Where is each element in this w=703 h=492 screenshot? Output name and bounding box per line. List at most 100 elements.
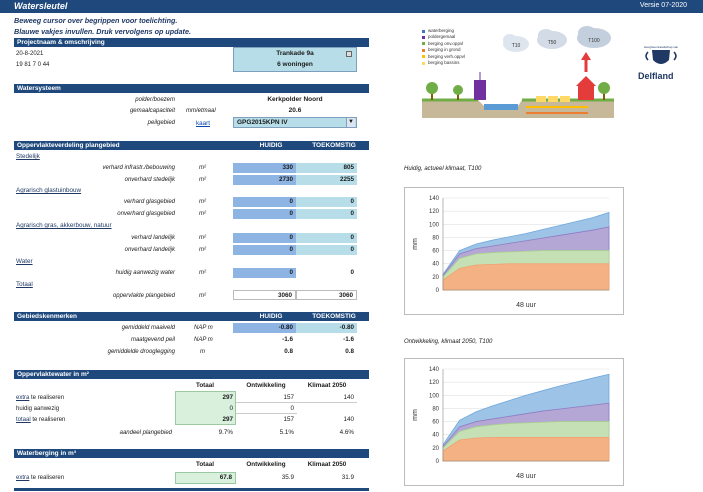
legend-swatch bbox=[422, 42, 425, 46]
input-huidig-onverhard-glas[interactable]: 0 bbox=[233, 209, 296, 219]
input-toekomstig-verhard-landelijk[interactable]: 0 bbox=[296, 233, 357, 243]
section-watersysteem: Watersysteem bbox=[14, 84, 369, 93]
legend-item: berging bassins bbox=[422, 60, 502, 66]
input-huidig-onverhard-landelijk[interactable]: 0 bbox=[233, 245, 296, 255]
legend-item: berging onv.oppvl bbox=[422, 41, 502, 47]
input-huidig-onverhard-stedelijk[interactable]: 2730 bbox=[233, 175, 296, 185]
label-text: te realiseren bbox=[29, 395, 65, 401]
input-huidig-verhard-infra[interactable]: 330 bbox=[233, 163, 296, 173]
y-tick-label: 80 bbox=[432, 406, 439, 412]
input-huidig-verhard-glas[interactable]: 0 bbox=[233, 197, 296, 207]
input-huidig-water[interactable]: 0 bbox=[233, 268, 296, 278]
legend-item: berging in grond bbox=[422, 47, 502, 53]
y-tick-label: 40 bbox=[432, 262, 439, 268]
unit: m² bbox=[199, 235, 206, 241]
project-name-box[interactable]: Trankade 9a 6 woningen bbox=[233, 47, 357, 72]
legend-item: poldergemaal bbox=[422, 34, 502, 40]
bassin-icon bbox=[536, 96, 570, 102]
delfland-logo: Hoogheemraadschap van bbox=[644, 45, 679, 64]
y-tick-label: 20 bbox=[432, 446, 439, 452]
section-title: Gebiedskenmerken bbox=[17, 313, 77, 320]
chevron-down-icon[interactable]: ▼ bbox=[346, 118, 355, 127]
unit: m² bbox=[199, 199, 206, 205]
ow-extra-ontwikkeling: 157 bbox=[236, 393, 297, 403]
legend-label: berging bassins bbox=[428, 60, 460, 66]
label-aandeel: aandeel plangebied bbox=[119, 430, 172, 436]
input-toekomstig-verhard-glas[interactable]: 0 bbox=[296, 197, 357, 207]
unit: m² bbox=[199, 293, 206, 299]
section-title: Projectnaam & omschrijving bbox=[17, 39, 105, 46]
input-toekomstig-onverhard-landelijk[interactable]: 0 bbox=[296, 245, 357, 255]
cat-water: Water bbox=[16, 258, 33, 265]
cloud-label-t100: T100 bbox=[588, 38, 600, 44]
y-tick-label: 120 bbox=[429, 209, 440, 215]
kaart-link[interactable]: kaart bbox=[196, 120, 210, 127]
col-klimaat: Klimaat 2050 bbox=[307, 382, 347, 389]
legend-label: poldergemaal bbox=[428, 34, 456, 40]
tree-icon bbox=[598, 82, 610, 100]
section-gebiedskenmerken: Gebiedskenmerken HUIDIG TOEKOMSTIG bbox=[14, 312, 369, 321]
section-title: Waterberging in m³ bbox=[17, 450, 76, 457]
peil-value: GPG2015KPN IV bbox=[237, 119, 288, 126]
unit: m² bbox=[199, 247, 206, 253]
input-toekomstig-verhard-infra[interactable]: 805 bbox=[296, 163, 357, 173]
water-system-illustration: T10 T50 T100 bbox=[422, 26, 614, 118]
ow-extra-totaal: 297 bbox=[222, 394, 233, 401]
cat-landelijk: Agrarisch gras, akkerbouw, natuur bbox=[16, 222, 112, 229]
polder-value: Kerkpolder Noord bbox=[267, 96, 323, 103]
label-text: te realiseren bbox=[30, 417, 66, 423]
y-tick-label: 100 bbox=[429, 393, 440, 399]
label-prefix: totaal bbox=[16, 417, 31, 423]
cloud-icon bbox=[503, 34, 529, 52]
input-huidig-maaiveld[interactable]: -0.80 bbox=[233, 323, 296, 333]
col-klimaat: Klimaat 2050 bbox=[307, 461, 347, 468]
legend-swatch bbox=[422, 61, 425, 65]
pump-icon bbox=[474, 72, 486, 100]
label-onverhard-stedelijk: onverhard stedelijk bbox=[124, 177, 175, 183]
chart-1-caption: Huidig, actueel klimaat, T100 bbox=[404, 166, 482, 172]
ow-totaal-klimaat: 140 bbox=[343, 416, 354, 423]
unit: NAP m bbox=[194, 337, 213, 343]
legend-label: berging in grond bbox=[428, 47, 461, 53]
legend-item: berging verh.oppvl bbox=[422, 54, 502, 60]
chart-2-caption: Ontwikkeling, klimaat 2050, T100 bbox=[404, 339, 493, 345]
legend-label: berging verh.oppvl bbox=[428, 53, 466, 59]
input-toekomstig-onverhard-glas[interactable]: 0 bbox=[296, 209, 357, 219]
tree-icon bbox=[453, 85, 463, 100]
section-oppervlakte: Oppervlakteverdeling plangebied HUIDIG T… bbox=[14, 141, 369, 150]
logo-small-text: Hoogheemraadschap van bbox=[644, 45, 679, 49]
input-toekomstig-maaiveld[interactable]: -0.80 bbox=[296, 323, 357, 333]
label-verhard-landelijk: verhard landelijk bbox=[131, 235, 175, 241]
cat-totaal: Totaal bbox=[16, 281, 33, 288]
label-opp-plangebied: oppervlakte plangebied bbox=[112, 293, 175, 299]
water-channel bbox=[484, 104, 518, 110]
legend-swatch bbox=[422, 48, 425, 52]
ow-extra-klimaat: 140 bbox=[297, 393, 357, 403]
col-ontwikkeling: Ontwikkeling bbox=[246, 461, 286, 468]
label-huidig-water: huidig aanwezig water bbox=[115, 270, 175, 276]
legend-label: waterberging bbox=[428, 28, 455, 33]
peilgebied-select[interactable]: GPG2015KPN IV ▼ bbox=[233, 117, 357, 128]
label-prefix: extra bbox=[16, 475, 30, 481]
cloud-label-t10: T10 bbox=[512, 43, 521, 49]
y-tick-label: 0 bbox=[436, 288, 440, 294]
legend-swatch bbox=[422, 55, 425, 59]
gemaal-value: 20.6 bbox=[288, 107, 302, 114]
peil-label: peilgebied bbox=[147, 120, 175, 126]
y-tick-label: 60 bbox=[432, 249, 439, 255]
input-huidig-verhard-landelijk[interactable]: 0 bbox=[233, 233, 296, 243]
y-tick-label: 20 bbox=[432, 275, 439, 281]
ow-aandeel-ontwikkeling: 5.1% bbox=[279, 429, 294, 436]
unit: m² bbox=[199, 211, 206, 217]
col-ontwikkeling: Ontwikkeling bbox=[246, 382, 286, 389]
gemaal-label: gemaalcapaciteit bbox=[129, 108, 175, 114]
x-axis-label: 48 uur bbox=[516, 302, 537, 309]
note-icon[interactable] bbox=[346, 51, 352, 57]
cat-stedelijk: Stedelijk bbox=[16, 153, 40, 160]
wb-extra-klimaat: 31.9 bbox=[341, 474, 354, 481]
legend-swatch bbox=[422, 35, 425, 39]
input-toekomstig-onverhard-stedelijk[interactable]: 2255 bbox=[296, 175, 357, 185]
chart-1-plot: 0 20 40 60 80 100 120 140 mm 48 uur bbox=[412, 196, 610, 309]
value-toekomstig-drooglegging: 0.8 bbox=[345, 348, 354, 355]
label-extra-te-realiseren: extra te realiseren bbox=[16, 395, 64, 401]
